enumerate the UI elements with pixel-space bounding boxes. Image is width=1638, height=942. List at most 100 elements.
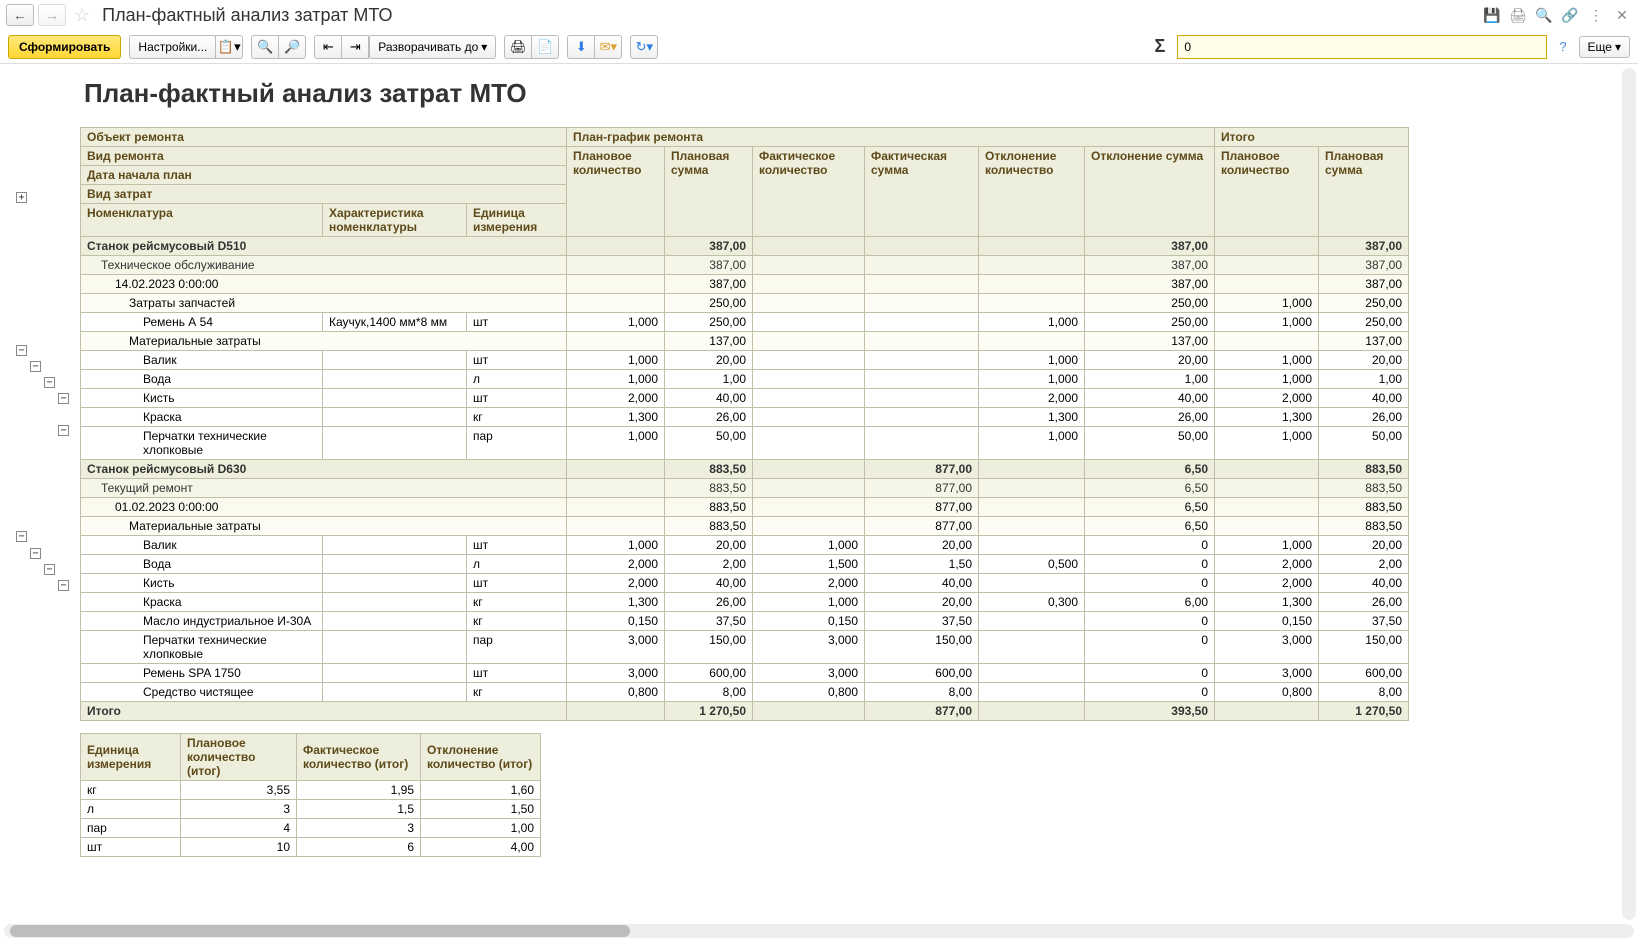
- save-icon[interactable]: 💾: [1482, 5, 1502, 25]
- help-icon[interactable]: ?: [1555, 39, 1570, 54]
- total-plan-sum-cell: 20,00: [1319, 536, 1409, 555]
- more-button[interactable]: Еще ▾: [1579, 36, 1630, 58]
- find-next-button[interactable]: 🔎: [278, 35, 306, 59]
- data-row[interactable]: Валикшт1,00020,001,00020,0001,00020,00: [81, 536, 1409, 555]
- group-row[interactable]: Текущий ремонт883,50877,006,50883,50: [81, 479, 1409, 498]
- tree-toggle[interactable]: −: [16, 345, 27, 356]
- data-row[interactable]: Масло индустриальное И-30Акг0,15037,500,…: [81, 612, 1409, 631]
- settings-button[interactable]: Настройки...: [129, 35, 216, 59]
- summary-fq-cell: 3: [297, 819, 421, 838]
- data-row[interactable]: Кистьшт2,00040,002,00040,0002,00040,00: [81, 574, 1409, 593]
- data-row[interactable]: Ремень SPA 1750шт3,000600,003,000600,000…: [81, 664, 1409, 683]
- dev-sum-cell: 0: [1085, 683, 1215, 702]
- group-row[interactable]: 01.02.2023 0:00:00883,50877,006,50883,50: [81, 498, 1409, 517]
- data-row[interactable]: Водал2,0002,001,5001,500,50002,0002,00: [81, 555, 1409, 574]
- group-row[interactable]: Материальные затраты137,00137,00137,00: [81, 332, 1409, 351]
- summary-row[interactable]: кг 3,55 1,95 1,60: [81, 781, 541, 800]
- form-report-button[interactable]: Сформировать: [8, 35, 121, 59]
- vertical-scrollbar[interactable]: [1622, 68, 1636, 920]
- nomen-cell: Краска: [81, 408, 323, 427]
- unit-cell: пар: [467, 631, 567, 664]
- group-row[interactable]: 14.02.2023 0:00:00387,00387,00387,00: [81, 275, 1409, 294]
- plan-sum-cell: 40,00: [665, 574, 753, 593]
- group-row[interactable]: Затраты запчастей250,00250,001,000250,00: [81, 294, 1409, 313]
- data-row[interactable]: Краскакг1,30026,001,00020,000,3006,001,3…: [81, 593, 1409, 612]
- group-row[interactable]: Материальные затраты883,50877,006,50883,…: [81, 517, 1409, 536]
- email-button[interactable]: ✉▾: [594, 35, 622, 59]
- expand-to-button[interactable]: Разворачивать до ▾: [369, 35, 496, 59]
- tree-toggle[interactable]: −: [30, 548, 41, 559]
- find-button[interactable]: 🔍: [251, 35, 279, 59]
- group-row[interactable]: Станок рейсмусовый D510387,00387,00387,0…: [81, 237, 1409, 256]
- unit-cell: шт: [467, 536, 567, 555]
- total-plan-sum-cell: 883,50: [1319, 517, 1409, 536]
- header-object: Объект ремонта: [81, 128, 567, 147]
- tree-toggle[interactable]: −: [16, 531, 27, 542]
- print-icon[interactable]: 🖨: [1508, 5, 1528, 25]
- tree-toggle[interactable]: +: [16, 192, 27, 203]
- data-row[interactable]: Перчатки технические хлопковыепар1,00050…: [81, 427, 1409, 460]
- group-row[interactable]: Техническое обслуживание387,00387,00387,…: [81, 256, 1409, 275]
- header-nomen-char: Характеристика номенклатуры: [323, 204, 467, 237]
- summary-pq-cell: 3,55: [181, 781, 297, 800]
- data-row[interactable]: Ремень А 54Каучук,1400 мм*8 ммшт1,000250…: [81, 313, 1409, 332]
- tree-toggle[interactable]: −: [58, 425, 69, 436]
- horizontal-scrollbar[interactable]: [4, 924, 1634, 938]
- dev-sum-cell: 6,00: [1085, 593, 1215, 612]
- header-nomen: Номенклатура: [81, 204, 323, 237]
- char-cell: [323, 351, 467, 370]
- save-file-button[interactable]: ⬇: [567, 35, 595, 59]
- dev-qty-cell: [979, 479, 1085, 498]
- refresh-button[interactable]: ↻▾: [630, 35, 658, 59]
- print-preview-button[interactable]: 📄: [531, 35, 559, 59]
- plan-sum-cell: 137,00: [665, 332, 753, 351]
- unit-cell: шт: [467, 664, 567, 683]
- total-plan-qty-cell: 2,000: [1215, 555, 1319, 574]
- tree-toggle[interactable]: −: [44, 377, 55, 388]
- summary-header-fq: Фактическое количество (итог): [297, 734, 421, 781]
- horizontal-scrollbar-thumb[interactable]: [10, 925, 630, 937]
- print-button[interactable]: 🖨: [504, 35, 532, 59]
- nav-forward-button[interactable]: →: [38, 4, 66, 26]
- fact-sum-cell: 877,00: [865, 517, 979, 536]
- plan-qty-cell: [567, 237, 665, 256]
- data-row[interactable]: Средство чистящеекг0,8008,000,8008,0000,…: [81, 683, 1409, 702]
- collapse-all-button[interactable]: ⇤: [314, 35, 342, 59]
- expand-all-button[interactable]: ⇥: [341, 35, 369, 59]
- plan-qty-cell: 1,300: [567, 593, 665, 612]
- settings-variant-button[interactable]: 📋▾: [215, 35, 243, 59]
- plan-qty-cell: 1,000: [567, 370, 665, 389]
- nomen-cell: Кисть: [81, 574, 323, 593]
- data-row[interactable]: Водал1,0001,001,0001,001,0001,00: [81, 370, 1409, 389]
- favorite-star-icon[interactable]: ☆: [70, 5, 94, 26]
- dev-sum-cell: 387,00: [1085, 275, 1215, 294]
- summary-unit-cell: пар: [81, 819, 181, 838]
- close-icon[interactable]: ✕: [1612, 5, 1632, 25]
- link-icon[interactable]: 🔗: [1560, 5, 1580, 25]
- data-row[interactable]: Перчатки технические хлопковыепар3,00015…: [81, 631, 1409, 664]
- fact-sum-cell: [865, 370, 979, 389]
- data-row[interactable]: Кистьшт2,00040,002,00040,002,00040,00: [81, 389, 1409, 408]
- data-row[interactable]: Краскакг1,30026,001,30026,001,30026,00: [81, 408, 1409, 427]
- char-cell: [323, 536, 467, 555]
- preview-icon[interactable]: 🔍: [1534, 5, 1554, 25]
- unit-cell: шт: [467, 351, 567, 370]
- tree-toggle[interactable]: −: [30, 361, 41, 372]
- fact-sum-cell: 150,00: [865, 631, 979, 664]
- sum-input[interactable]: [1177, 35, 1547, 59]
- summary-row[interactable]: л 3 1,5 1,50: [81, 800, 541, 819]
- dev-qty-cell: [979, 256, 1085, 275]
- data-row[interactable]: Валикшт1,00020,001,00020,001,00020,00: [81, 351, 1409, 370]
- tree-toggle[interactable]: −: [44, 564, 55, 575]
- nomen-cell: Масло индустриальное И-30А: [81, 612, 323, 631]
- total-plan-qty-cell: 1,300: [1215, 593, 1319, 612]
- tree-toggle[interactable]: −: [58, 580, 69, 591]
- plan-sum-cell: 40,00: [665, 389, 753, 408]
- nav-back-button[interactable]: ←: [6, 4, 34, 26]
- tree-toggle[interactable]: −: [58, 393, 69, 404]
- dev-qty-cell: 1,000: [979, 427, 1085, 460]
- more-menu-icon[interactable]: ⋮: [1586, 5, 1606, 25]
- group-row[interactable]: Станок рейсмусовый D630883,50877,006,508…: [81, 460, 1409, 479]
- summary-row[interactable]: шт 10 6 4,00: [81, 838, 541, 857]
- summary-row[interactable]: пар 4 3 1,00: [81, 819, 541, 838]
